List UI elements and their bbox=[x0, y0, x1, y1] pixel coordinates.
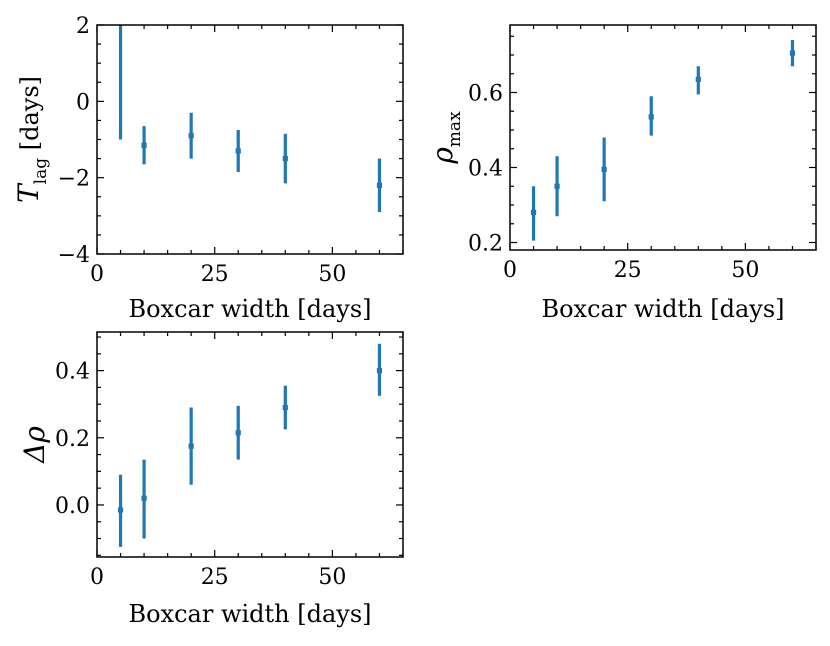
x-tick-label: 0 bbox=[90, 565, 104, 590]
y-label-symbol-tlag: T bbox=[12, 182, 45, 203]
tick-labels-tlag: 0 25 50 −4 −2 0 2 bbox=[58, 14, 347, 287]
y-tick-label: 0.4 bbox=[468, 157, 503, 182]
x-tick-label: 25 bbox=[201, 565, 229, 590]
data-point bbox=[376, 182, 383, 188]
data-point bbox=[601, 166, 607, 172]
tick-labels-deltarho: 0 25 50 0.0 0.2 0.4 bbox=[55, 360, 346, 590]
data-point bbox=[235, 430, 241, 436]
data-deltarho bbox=[117, 343, 383, 547]
y-tick-label: 0 bbox=[76, 90, 90, 115]
data-point bbox=[118, 0, 123, 1]
data-point bbox=[188, 443, 194, 449]
panel-rhomax: 0 25 50 0.2 0.4 0.6 Boxcar width [days] ρmax bbox=[426, 24, 817, 323]
y-label-subscript-rhomax: max bbox=[445, 111, 465, 147]
axes-frame-deltarho bbox=[96, 331, 404, 558]
x-tick-label: 25 bbox=[614, 258, 642, 283]
axes-frame-tlag bbox=[96, 24, 404, 255]
y-axis-label-rhomax: ρmax bbox=[426, 111, 465, 165]
y-tick-label: 0.2 bbox=[468, 232, 503, 257]
y-label-unit-tlag: [days] bbox=[16, 76, 44, 158]
data-point bbox=[789, 50, 796, 56]
tick-labels-rhomax: 0 25 50 0.2 0.4 0.6 bbox=[468, 82, 759, 284]
x-tick-label: 25 bbox=[201, 262, 229, 287]
y-tick-label: 0.6 bbox=[468, 82, 503, 107]
data-point bbox=[235, 148, 241, 154]
y-axis-label-deltarho: Δρ bbox=[18, 426, 51, 464]
y-tick-label: 2 bbox=[76, 14, 90, 39]
y-tick-label: 0.4 bbox=[55, 360, 90, 385]
data-point bbox=[695, 76, 701, 82]
data-rhomax bbox=[530, 40, 796, 241]
x-tick-label: 50 bbox=[318, 262, 346, 287]
x-tick-label: 50 bbox=[731, 258, 759, 283]
data-point bbox=[530, 209, 537, 216]
x-axis-label-deltarho: Boxcar width [days] bbox=[128, 600, 371, 628]
data-point bbox=[648, 114, 654, 120]
x-axis-label-rhomax: Boxcar width [days] bbox=[541, 295, 784, 323]
y-label-subscript-tlag: lag bbox=[31, 158, 51, 185]
data-point bbox=[141, 495, 147, 501]
panel-deltarho: 0 25 50 0.0 0.2 0.4 Boxcar width [days] Δρ bbox=[18, 331, 404, 628]
data-point bbox=[376, 368, 383, 374]
panel-tlag: 0 25 50 −4 −2 0 2 Boxcar width [days] Tlag [da… bbox=[12, 0, 404, 323]
data-tlag bbox=[118, 0, 383, 213]
y-tick-label: −4 bbox=[58, 243, 90, 268]
data-point bbox=[282, 404, 288, 411]
y-tick-label: 0.0 bbox=[55, 494, 90, 519]
data-point bbox=[141, 142, 147, 148]
y-axis-label-tlag: Tlag [days] bbox=[12, 76, 51, 203]
x-tick-label: 0 bbox=[90, 262, 104, 287]
x-axis-label-tlag: Boxcar width [days] bbox=[128, 295, 371, 323]
data-point bbox=[117, 507, 124, 513]
y-tick-label: 0.2 bbox=[55, 427, 90, 452]
axes-frame-rhomax bbox=[509, 24, 817, 251]
x-tick-label: 50 bbox=[318, 565, 346, 590]
data-point bbox=[554, 183, 560, 189]
data-point bbox=[282, 155, 288, 162]
data-point bbox=[188, 133, 194, 139]
x-tick-label: 0 bbox=[503, 258, 517, 283]
y-label-symbol-rhomax: ρ bbox=[426, 147, 459, 165]
y-tick-label: −2 bbox=[58, 167, 90, 192]
